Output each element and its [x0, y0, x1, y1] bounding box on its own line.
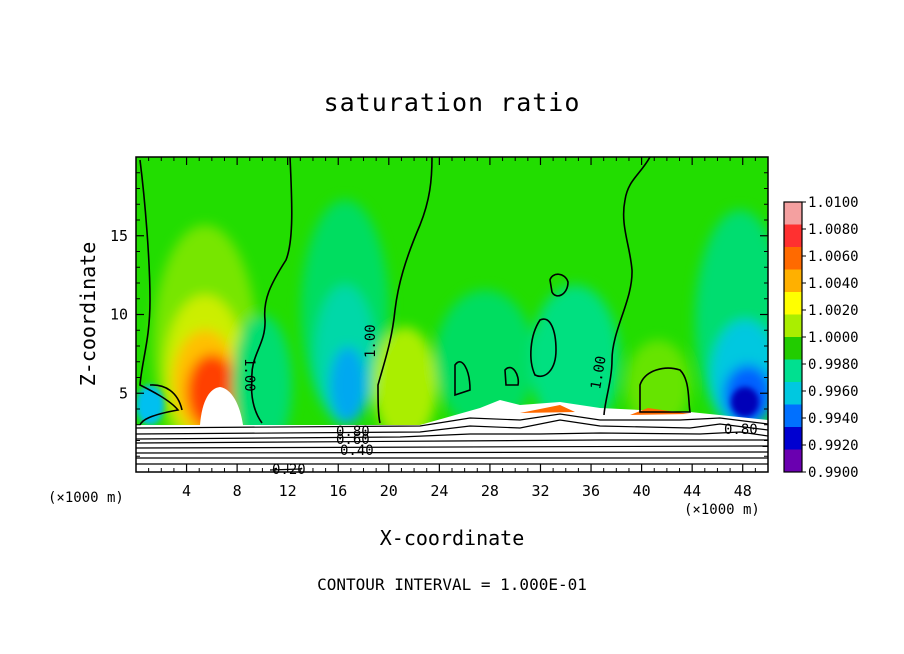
colorbar-swatch [784, 269, 802, 293]
y-tick-label: 5 [119, 384, 128, 402]
colorbar-label: 0.9960 [808, 384, 859, 400]
contour-label: 0.20 [272, 462, 306, 478]
contour-line [639, 367, 691, 413]
contour-label: 0.40 [340, 443, 374, 459]
x-tick-label: 28 [481, 482, 499, 500]
colorbar-swatch [784, 449, 802, 473]
colorbar-label: 1.0000 [808, 330, 859, 346]
contour-label: 1.00 [241, 358, 257, 392]
contour-label: 1.00 [363, 324, 379, 358]
x-tick-label: 16 [329, 482, 347, 500]
colorbar-label: 0.9940 [808, 411, 859, 427]
x-unit-label-left: (×1000 m) [48, 490, 124, 506]
heatmap-field [136, 157, 768, 472]
colorbar-swatch [784, 247, 802, 270]
colorbar-label: 0.9900 [808, 465, 859, 481]
contour-line [504, 366, 520, 386]
surface-contour [135, 451, 769, 454]
x-tick-label: 32 [531, 482, 549, 500]
contour-labels: 1.001.001.000.800.600.400.200.80 [241, 324, 758, 478]
surface-contour [135, 431, 769, 440]
terrain-strip [420, 400, 768, 425]
contour-lines [139, 157, 691, 426]
white-region [200, 387, 243, 425]
colorbar-swatch [784, 337, 802, 360]
contour-label: 1.00 [588, 355, 610, 391]
x-tick-label: 44 [683, 482, 701, 500]
colorbar-swatch [784, 359, 802, 383]
heatmap-blob [731, 387, 759, 417]
contour-line [377, 157, 433, 424]
surface-contour [135, 419, 769, 435]
colorbar-label: 1.0020 [808, 303, 859, 319]
x-tick-label: 48 [734, 482, 752, 500]
heatmap-blob [435, 290, 535, 430]
contour-label: 0.60 [336, 432, 370, 448]
colorbar-swatch [784, 224, 802, 248]
heatmap-blob [626, 340, 690, 430]
contour-label: 0.80 [336, 424, 370, 440]
colorbar-label: 0.9920 [808, 438, 859, 454]
y-axis: 5 10 15 [110, 172, 768, 457]
colorbar-label: 0.9980 [808, 357, 859, 373]
colorbar-swatch [784, 382, 802, 405]
surface-contour [135, 439, 768, 444]
x-tick-label: 24 [430, 482, 448, 500]
chart-title: saturation ratio [323, 88, 581, 117]
contour-interval-footer: CONTOUR INTERVAL = 1.000E-01 [317, 575, 587, 594]
surface-band [136, 425, 768, 472]
colorbar-label: 1.0060 [808, 249, 859, 265]
surface-contour [135, 413, 769, 429]
heatmap-blob [530, 285, 620, 435]
contour-line [530, 318, 557, 377]
contour-line [603, 157, 651, 416]
x-tick-label: 40 [633, 482, 651, 500]
colorbar-label: 1.0040 [808, 276, 859, 292]
heatmap-blob [330, 347, 366, 423]
x-tick-label: 8 [233, 482, 242, 500]
x-tick-label: 36 [582, 482, 600, 500]
colorbar-swatch [784, 314, 802, 338]
heatmap-blob [232, 315, 292, 455]
y-tick-label: 15 [110, 227, 128, 245]
x-axis-label: X-coordinate [379, 526, 525, 550]
contour-line [149, 384, 183, 411]
contour-label: 0.80 [724, 422, 758, 438]
heatmap-blob [373, 327, 437, 443]
y-tick-label: 10 [110, 306, 128, 324]
colorbar: 1.0100 1.0080 1.0060 1.0040 1.0020 1.0000 0.99… [783, 195, 859, 481]
colorbar-swatch [784, 427, 802, 450]
colorbar-swatch [784, 202, 802, 225]
contour-line [139, 159, 180, 426]
contour-line [549, 273, 569, 297]
x-tick-label: 4 [182, 482, 191, 500]
colorbar-swatch [784, 404, 802, 428]
surface-contour [135, 445, 769, 449]
colorbar-swatch [784, 292, 802, 315]
x-unit-label-right: (×1000 m) [684, 502, 760, 518]
x-tick-label: 12 [279, 482, 297, 500]
contour-line [250, 157, 293, 424]
colorbar-label: 1.0080 [808, 222, 859, 238]
contour-line [454, 361, 471, 397]
colorbar-label: 1.0100 [808, 195, 859, 211]
surface-contours [135, 413, 769, 471]
x-axis: 4 8 12 16 20 24 28 32 36 40 44 48 [148, 157, 756, 500]
x-tick-label: 20 [380, 482, 398, 500]
